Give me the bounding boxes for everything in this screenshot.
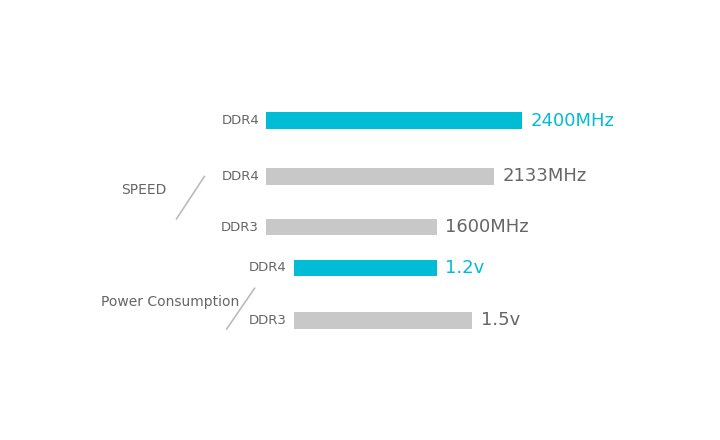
- Text: SPEED: SPEED: [121, 183, 166, 197]
- Text: 1600MHz: 1600MHz: [445, 218, 529, 236]
- Text: Power Consumption: Power Consumption: [101, 295, 240, 309]
- Text: DDR4: DDR4: [221, 170, 259, 183]
- Text: DDR4: DDR4: [221, 114, 259, 127]
- Text: 2133MHz: 2133MHz: [503, 168, 587, 186]
- Bar: [294, 312, 472, 329]
- Text: 2400MHz: 2400MHz: [531, 112, 615, 129]
- Bar: [266, 113, 523, 128]
- Text: 1.5v: 1.5v: [481, 312, 520, 330]
- Text: DDR4: DDR4: [249, 261, 287, 275]
- Text: DDR3: DDR3: [221, 221, 259, 234]
- Bar: [266, 219, 437, 235]
- Bar: [294, 260, 436, 276]
- Text: 1.2v: 1.2v: [445, 259, 484, 277]
- Bar: [266, 169, 494, 185]
- Text: DDR3: DDR3: [249, 314, 287, 327]
